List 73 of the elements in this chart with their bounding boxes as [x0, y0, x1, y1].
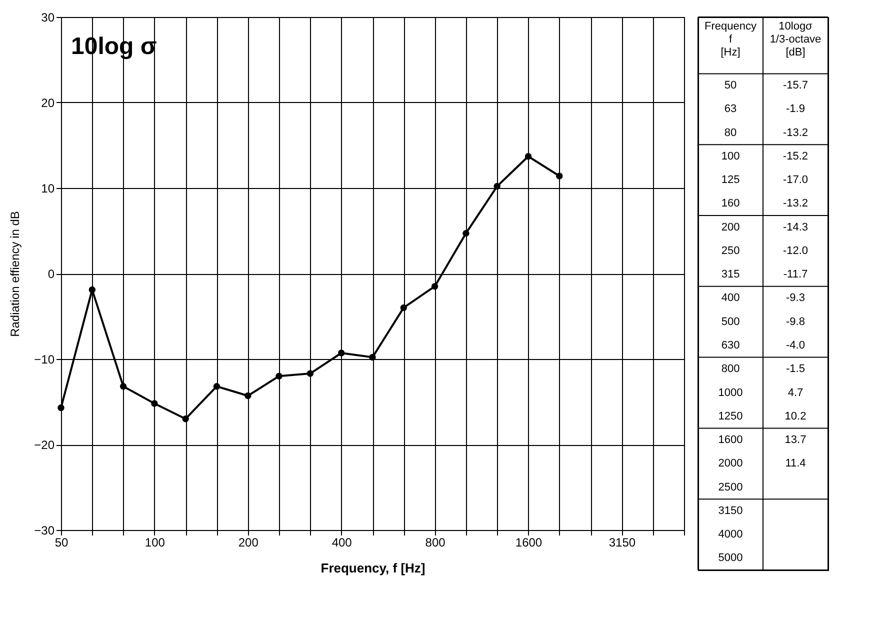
x-tick-label: 800	[425, 536, 446, 550]
category-label: 400	[721, 292, 740, 304]
x-tick-label: 3150	[608, 536, 636, 550]
category-label: 2500	[718, 481, 743, 494]
category-label: 50	[724, 80, 737, 92]
y-tick-label: −30	[34, 524, 55, 538]
category-label: 3150	[718, 504, 743, 517]
text: -9.8	[786, 316, 805, 328]
x-axis-title: Frequency, f [Hz]	[320, 560, 426, 576]
category-label: 630	[721, 339, 740, 352]
category-label: 4000	[718, 528, 743, 541]
point	[151, 400, 158, 407]
text: 4.7	[788, 386, 804, 399]
text: Frequency f [Hz]	[704, 20, 757, 59]
point	[276, 372, 282, 380]
point	[213, 383, 220, 390]
text: -11.7	[783, 268, 808, 281]
text: -9.3	[786, 292, 805, 304]
y-tick-label: 0	[48, 267, 55, 281]
category-label: 1250	[718, 410, 743, 422]
y-tick-label: 30	[41, 10, 55, 24]
x-tick-label: 1600	[515, 536, 542, 550]
category-label: 800	[721, 363, 740, 376]
category-label: 250	[721, 244, 740, 257]
y-tick-label: 20	[41, 96, 55, 110]
text: -13.2	[782, 198, 808, 210]
category-label: 125	[721, 174, 740, 186]
point	[462, 230, 470, 237]
text: 11.4	[785, 458, 806, 470]
x-tick-label: 200	[238, 536, 259, 550]
category-label: 63	[724, 103, 737, 116]
point	[58, 404, 64, 412]
y-tick-label: 10	[41, 182, 55, 196]
point	[494, 182, 500, 190]
y-axis-title: Radiation effiency in dB	[8, 211, 22, 337]
y-tick-label: −20	[34, 438, 55, 452]
point	[338, 350, 345, 356]
text: 13.7	[784, 434, 806, 446]
text: -1.5	[786, 363, 805, 376]
point	[244, 392, 252, 400]
point	[556, 172, 563, 180]
point	[524, 153, 532, 160]
category-label: 1600	[718, 434, 743, 446]
category-label: 200	[721, 221, 740, 234]
point	[400, 304, 408, 312]
point	[306, 370, 314, 377]
category-label: 500	[721, 316, 740, 328]
category-label: 315	[721, 268, 740, 281]
text: -15.2	[782, 150, 808, 162]
category-label: 160	[721, 198, 740, 210]
point	[120, 383, 127, 390]
category-label: 5000	[718, 552, 743, 564]
x-tick-label: 50	[54, 536, 68, 550]
category-label: 80	[724, 126, 737, 139]
text: -13.2	[782, 126, 808, 139]
point	[431, 282, 438, 290]
text: -12.0	[782, 244, 808, 257]
text: -15.7	[782, 80, 808, 92]
category-label: 1000	[718, 386, 743, 399]
category-label: 2000	[718, 458, 743, 470]
text: -17.0	[782, 174, 808, 186]
text: 10.2	[784, 410, 806, 422]
text: -4.0	[786, 339, 805, 352]
point	[369, 354, 376, 361]
text: 10logσ 1/3-octave [dB]	[770, 20, 822, 59]
text: -1.9	[786, 103, 805, 116]
x-tick-label: 100	[144, 536, 166, 550]
category-label: 100	[721, 150, 740, 162]
point	[88, 286, 96, 294]
text: -14.3	[782, 221, 808, 234]
y-tick-label: −10	[34, 352, 55, 366]
x-tick-label: 400	[332, 536, 352, 550]
point	[182, 416, 189, 422]
